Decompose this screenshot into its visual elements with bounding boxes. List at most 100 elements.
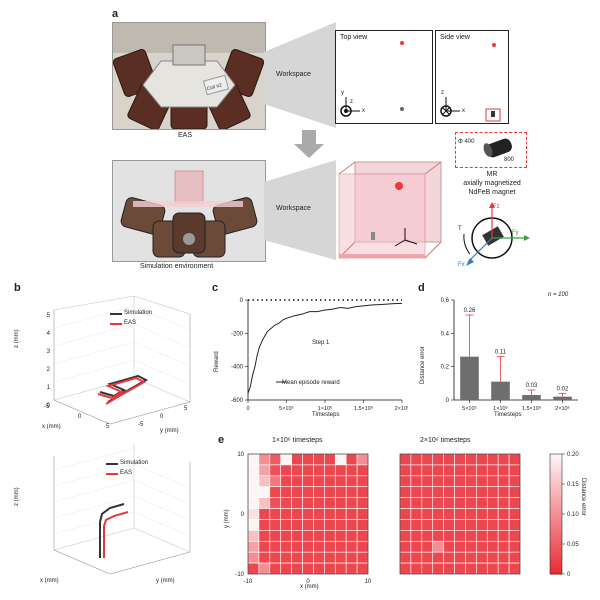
- heatmap-cell: [508, 486, 521, 498]
- heatmap-cell: [345, 464, 358, 477]
- heatmap-cell: [313, 453, 325, 466]
- eas-caption: EAS: [178, 132, 193, 139]
- heatmap-cell: [465, 519, 477, 531]
- heatmap-cell: [345, 508, 358, 520]
- heatmap-cell: [486, 486, 499, 498]
- heatmap-cell: [291, 497, 303, 509]
- z-tick: 3: [46, 349, 50, 355]
- heatmap-cell: [356, 530, 369, 542]
- heatmap-cell: [454, 475, 466, 488]
- y-tick-label: 0: [240, 298, 244, 304]
- x-tick-label: 2×10⁶: [395, 405, 408, 412]
- heatmap-cell: [280, 464, 292, 477]
- y-tick: 5: [184, 406, 188, 412]
- eas-photo: Coil #2: [112, 22, 266, 130]
- colorbar-segment: [550, 463, 562, 467]
- heatmap-cell: [486, 519, 499, 531]
- heatmap-cell: [476, 497, 488, 509]
- heatmap-cell: [269, 497, 282, 509]
- heatmap-cell: [421, 464, 434, 477]
- heatmap-cell: [410, 562, 423, 575]
- heatmap-cell: [399, 551, 412, 564]
- simulation-caption: Simulation environment: [140, 263, 214, 270]
- heatmap-cell: [421, 540, 434, 553]
- colorbar-segment: [550, 529, 562, 533]
- bar: [522, 395, 541, 400]
- heatmap-cell: [269, 530, 282, 542]
- heatmap-cell: [258, 497, 271, 509]
- heatmap-frame: [247, 453, 369, 575]
- heatmap-cell: [465, 540, 477, 553]
- heatmap-cell: [432, 464, 444, 477]
- magnet-point: [400, 107, 404, 111]
- bar-value-label: 0.02: [557, 386, 569, 392]
- heatmap-cell: [508, 508, 521, 520]
- heatmap-cell: [247, 519, 260, 531]
- heatmap-cell: [324, 551, 336, 564]
- heatmap-cell: [345, 486, 358, 498]
- bar-value-label: 0.03: [526, 383, 538, 389]
- heatmap-cell: [486, 562, 499, 575]
- heatmap-cell: [443, 497, 455, 509]
- heatmap-cell: [291, 551, 303, 564]
- heatmap-cell: [454, 464, 466, 477]
- heatmap-x-tick: -10: [244, 579, 253, 585]
- magnet-caption-line3: NdFeB magnet: [468, 189, 516, 196]
- side-view-plot: [440, 43, 501, 122]
- side-view-title: Side view: [440, 34, 470, 41]
- magnet-caption-line2: axially magnetized: [463, 180, 521, 187]
- distance-ylabel: Distance error: [420, 346, 426, 384]
- transfer-arrow-icon: [294, 130, 324, 158]
- colorbar-segment: [550, 550, 562, 554]
- x-tick: 5: [106, 424, 110, 430]
- heatmap-cell: [421, 497, 434, 509]
- ylabel-bottom: y (mm): [156, 578, 175, 584]
- force-torque-label: T: [458, 226, 462, 232]
- colorbar-segment: [550, 538, 562, 542]
- colorbar-segment: [550, 487, 562, 491]
- heatmap-cell: [356, 486, 369, 498]
- heatmap-cell: [356, 562, 369, 575]
- eas-illustration: Coil #2: [113, 23, 265, 129]
- heatmap-cell: [421, 562, 434, 575]
- heatmap-cell: [443, 530, 455, 542]
- simulation-illustration: [113, 161, 265, 261]
- heatmap-cell: [356, 508, 369, 520]
- colorbar-segment: [550, 547, 562, 551]
- heatmap-cell: [302, 486, 314, 498]
- heatmap-cell: [454, 540, 466, 553]
- heatmap-cell: [356, 540, 369, 553]
- heatmap-cell: [258, 562, 271, 575]
- heatmap-cell: [280, 453, 292, 466]
- heatmap-cell: [421, 519, 434, 531]
- colorbar-segment: [550, 484, 562, 488]
- heatmap-right-title: 2×10⁶ timesteps: [420, 437, 471, 444]
- legend-eas-bottom: EAS: [120, 470, 133, 476]
- panel-b-label: b: [14, 282, 21, 294]
- colorbar-segment: [550, 466, 562, 470]
- colorbar-segment: [550, 520, 562, 524]
- heatmap-cell: [497, 475, 510, 488]
- heatmap-cell: [247, 508, 260, 520]
- heatmap-cell: [258, 475, 271, 488]
- heatmap-cell: [476, 530, 488, 542]
- heatmap-cell: [280, 486, 292, 498]
- heatmap-cell: [399, 475, 412, 488]
- x-tick-label: 1×10⁶: [318, 405, 333, 412]
- heatmap-cell: [334, 530, 347, 542]
- colorbar-segment: [550, 511, 562, 515]
- heatmap-cell: [302, 508, 314, 520]
- colorbar-tick-label: 0: [567, 572, 571, 578]
- x-tick: 0: [78, 414, 82, 420]
- heatmap-cell: [432, 475, 444, 488]
- heatmap-cell: [345, 453, 358, 466]
- heatmap-cell: [302, 464, 314, 477]
- heatmap-cell: [302, 453, 314, 466]
- x-tick-label: 1×10⁶: [493, 405, 508, 412]
- heatmap-cell: [476, 519, 488, 531]
- panel-e-label: e: [218, 434, 225, 446]
- colorbar-segment: [550, 454, 562, 458]
- heatmap-cell: [247, 551, 260, 564]
- heatmap-cell: [280, 530, 292, 542]
